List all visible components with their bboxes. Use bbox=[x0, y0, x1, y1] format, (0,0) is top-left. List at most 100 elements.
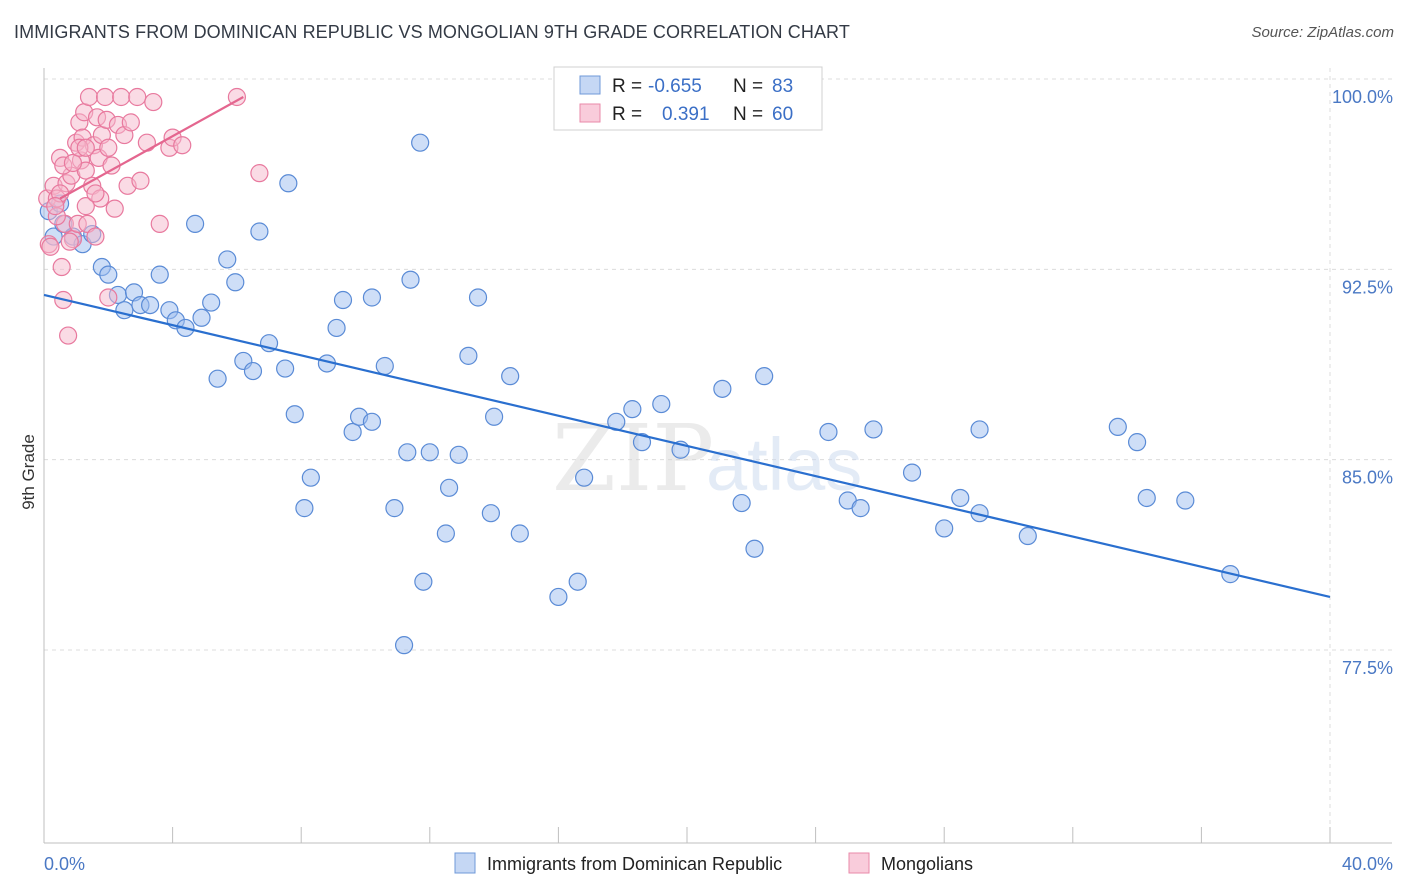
legend-n-label-2: N = bbox=[733, 104, 763, 125]
data-point-dominican bbox=[1018, 526, 1037, 546]
legend-r-value-1: -0.655 bbox=[648, 76, 702, 97]
data-point-mongolian bbox=[76, 197, 95, 216]
data-point-dominican bbox=[951, 488, 970, 508]
data-point-dominican bbox=[449, 445, 468, 464]
data-point-dominican bbox=[202, 293, 221, 312]
data-point-dominican bbox=[745, 539, 764, 558]
watermark-zip: ZIP bbox=[552, 405, 714, 512]
data-point-mongolian bbox=[173, 136, 192, 155]
bottom-legend: Immigrants from Dominican Republic Mongo… bbox=[454, 852, 973, 874]
data-point-dominican bbox=[732, 493, 751, 513]
data-point-dominican bbox=[327, 318, 346, 338]
bottom-legend-swatch-pink bbox=[848, 852, 870, 874]
data-point-mongolian bbox=[105, 199, 124, 218]
legend-n-label-1: N = bbox=[733, 76, 763, 97]
y-tick-label: 85.0% bbox=[1342, 468, 1393, 488]
data-point-mongolian bbox=[95, 87, 115, 107]
data-point-mongolian bbox=[52, 257, 71, 277]
data-point-dominican bbox=[333, 290, 353, 310]
legend-r-label-2: R = bbox=[612, 104, 642, 125]
data-point-dominican bbox=[864, 420, 883, 439]
data-point-dominican bbox=[902, 463, 922, 482]
data-point-mongolian bbox=[150, 214, 169, 233]
data-point-dominican bbox=[755, 367, 774, 386]
data-point-dominican bbox=[343, 422, 362, 442]
data-point-dominican bbox=[652, 394, 671, 414]
data-point-dominican bbox=[362, 288, 382, 307]
data-point-mongolian bbox=[99, 288, 118, 307]
legend-n-value-1: 83 bbox=[772, 76, 793, 97]
data-point-dominican bbox=[575, 468, 594, 487]
data-point-mongolian bbox=[227, 87, 246, 107]
bottom-legend-swatch-blue bbox=[454, 852, 476, 874]
data-point-dominican bbox=[568, 572, 587, 591]
legend-r-value-2: 0.391 bbox=[662, 104, 710, 125]
data-point-dominican bbox=[243, 361, 263, 381]
data-point-dominican bbox=[401, 270, 420, 289]
data-point-mongolian bbox=[99, 138, 118, 157]
data-point-dominican bbox=[226, 273, 245, 292]
data-point-dominican bbox=[459, 346, 478, 365]
data-point-mongolian bbox=[137, 133, 156, 152]
watermark: ZIP atlas bbox=[552, 405, 862, 512]
data-point-mongolian bbox=[79, 87, 99, 107]
data-point-mongolian bbox=[144, 92, 163, 112]
data-point-dominican bbox=[301, 468, 320, 487]
data-point-mongolian bbox=[86, 227, 105, 246]
data-point-dominican bbox=[481, 504, 500, 523]
data-point-dominican bbox=[485, 407, 504, 426]
legend-n-value-2: 60 bbox=[772, 104, 793, 125]
data-point-dominican bbox=[285, 405, 304, 424]
trend-line-mongolian bbox=[59, 96, 244, 200]
data-point-dominican bbox=[99, 265, 118, 284]
legend-r-label-1: R = bbox=[612, 76, 642, 97]
y-tick-label: 77.5% bbox=[1342, 658, 1393, 678]
data-points bbox=[38, 87, 1240, 655]
data-point-mongolian bbox=[86, 184, 105, 203]
data-point-dominican bbox=[250, 222, 269, 241]
axes: 77.5% 85.0% 92.5% 100.0% 0.0% 40.0% bbox=[43, 68, 1393, 874]
data-point-dominican bbox=[436, 524, 455, 543]
y-tick-label: 100.0% bbox=[1332, 87, 1393, 107]
data-point-dominican bbox=[1127, 433, 1147, 452]
data-point-dominican bbox=[186, 214, 205, 233]
data-point-dominican bbox=[218, 250, 237, 269]
data-point-dominican bbox=[819, 422, 838, 442]
data-point-dominican bbox=[623, 400, 642, 419]
bottom-legend-label-pink: Mongolians bbox=[881, 854, 973, 874]
data-point-dominican bbox=[279, 174, 298, 193]
legend-swatch-blue bbox=[579, 75, 601, 95]
data-point-mongolian bbox=[46, 197, 65, 216]
bottom-legend-label-blue: Immigrants from Dominican Republic bbox=[487, 854, 782, 874]
data-point-mongolian bbox=[76, 138, 95, 157]
data-point-dominican bbox=[970, 420, 989, 439]
data-point-dominican bbox=[1176, 491, 1195, 510]
data-point-dominican bbox=[398, 443, 417, 462]
x-tick-label: 40.0% bbox=[1342, 854, 1393, 874]
data-point-dominican bbox=[713, 379, 732, 398]
data-point-dominican bbox=[414, 572, 433, 591]
data-point-mongolian bbox=[112, 87, 131, 107]
data-point-mongolian bbox=[60, 232, 79, 251]
data-point-dominican bbox=[501, 367, 520, 386]
data-point-dominican bbox=[439, 478, 459, 497]
data-point-dominican bbox=[1108, 417, 1127, 437]
data-point-dominican bbox=[375, 356, 394, 376]
data-point-mongolian bbox=[250, 164, 269, 183]
data-point-dominican bbox=[632, 433, 652, 452]
data-point-dominican bbox=[935, 519, 954, 538]
data-point-dominican bbox=[411, 133, 430, 152]
legend-swatch-pink bbox=[579, 103, 601, 123]
data-point-dominican bbox=[468, 288, 488, 307]
data-point-dominican bbox=[1137, 488, 1156, 508]
data-point-dominican bbox=[150, 265, 169, 284]
data-point-dominican bbox=[420, 443, 439, 462]
data-point-mongolian bbox=[121, 113, 140, 132]
data-point-dominican bbox=[362, 412, 382, 431]
x-tick-label: 0.0% bbox=[44, 854, 85, 874]
y-tick-label: 92.5% bbox=[1342, 277, 1393, 297]
data-point-dominican bbox=[394, 636, 414, 655]
chart-title: IMMIGRANTS FROM DOMINICAN REPUBLIC VS MO… bbox=[14, 22, 850, 42]
data-point-dominican bbox=[140, 295, 160, 315]
